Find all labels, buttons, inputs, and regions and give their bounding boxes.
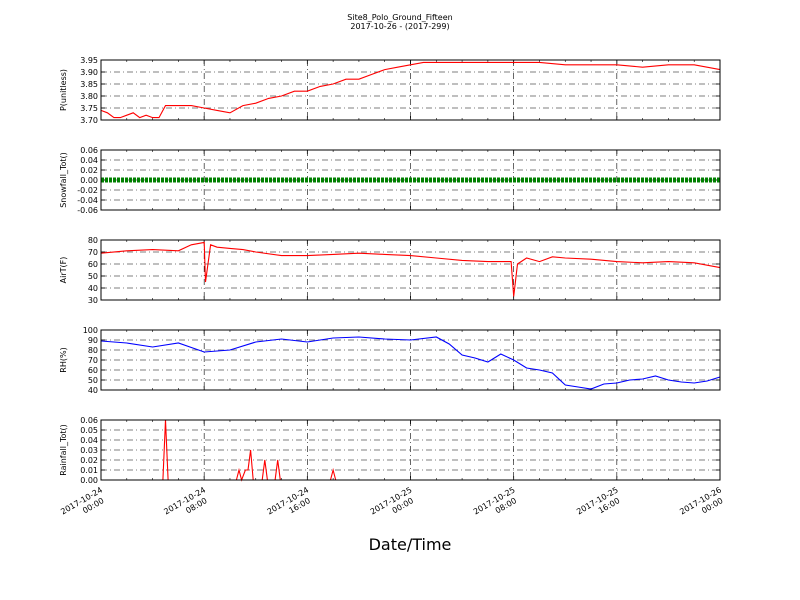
- y-tick-label: 70: [88, 248, 98, 257]
- y-tick-label: 30: [88, 296, 98, 305]
- series-line: [100, 61, 721, 119]
- plot-frame: [100, 59, 721, 121]
- plot-frame: [100, 329, 721, 391]
- y-tick-label: 0.00: [80, 176, 98, 185]
- y-tick-label: 0.06: [80, 416, 98, 425]
- plot-frame: [100, 419, 721, 481]
- y-tick-label: 50: [88, 272, 98, 281]
- y-axis-label: Snowfall_Tot(): [59, 152, 68, 208]
- y-tick-label: 3.90: [80, 68, 98, 77]
- y-tick-label: -0.02: [77, 186, 98, 195]
- chart-subtitle: 2017-10-26 - (2017-299): [350, 22, 449, 31]
- y-tick-label: 40: [88, 284, 98, 293]
- y-tick-label: 70: [88, 356, 98, 365]
- y-tick-label: 40: [88, 386, 98, 395]
- y-axis-label: P(unitless): [59, 69, 68, 111]
- x-axis-label: Date/Time: [369, 535, 452, 554]
- y-tick-label: 3.85: [80, 80, 98, 89]
- y-tick-label: 60: [88, 260, 98, 269]
- series-line: [100, 336, 721, 390]
- y-tick-label: 0.05: [80, 426, 98, 435]
- y-tick-label: 3.95: [80, 56, 98, 65]
- panel-0: 3.70 3.75 3.80 3.85 3.90 3.95 P(unitless): [59, 56, 721, 125]
- y-tick-label: 3.80: [80, 92, 98, 101]
- y-tick-label: -0.04: [77, 196, 98, 205]
- y-tick-label: 60: [88, 366, 98, 375]
- y-tick-label: 80: [88, 236, 98, 245]
- y-tick-label: 100: [83, 326, 98, 335]
- y-tick-label: 3.70: [80, 116, 98, 125]
- y-axis-label: Rainfall_Tot(): [59, 424, 68, 476]
- y-tick-label: 0.04: [80, 156, 98, 165]
- y-tick-label: 90: [88, 336, 98, 345]
- y-tick-label: 80: [88, 346, 98, 355]
- y-tick-label: 0.02: [80, 166, 98, 175]
- panel-4: 0.000.010.020.030.040.050.06 Rainfall_Tot…: [59, 416, 721, 485]
- chart-title: Site8_Polo_Ground_Fifteen: [347, 13, 452, 22]
- y-tick-label: 0.03: [80, 446, 98, 455]
- y-axis-label: RH(%): [59, 347, 68, 372]
- plot-frame: [100, 149, 721, 211]
- y-tick-label: 0.01: [80, 466, 98, 475]
- y-tick-label: -0.06: [77, 206, 98, 215]
- plot-frame: [100, 239, 721, 301]
- y-tick-label: 3.75: [80, 104, 98, 113]
- y-axis-label: AirT(F): [59, 257, 68, 284]
- y-tick-label: 0.04: [80, 436, 98, 445]
- y-tick-label: 50: [88, 376, 98, 385]
- panel-2: 30 40 50 60 70 80 AirT(F): [59, 236, 721, 305]
- series-line: [100, 241, 721, 297]
- y-tick-label: 0.02: [80, 456, 98, 465]
- y-tick-label: 0.06: [80, 146, 98, 155]
- y-tick-label: 0.00: [80, 476, 98, 485]
- panel-1: -0.06-0.04-0.020.000.020.040.06 Snowfall_…: [59, 146, 721, 215]
